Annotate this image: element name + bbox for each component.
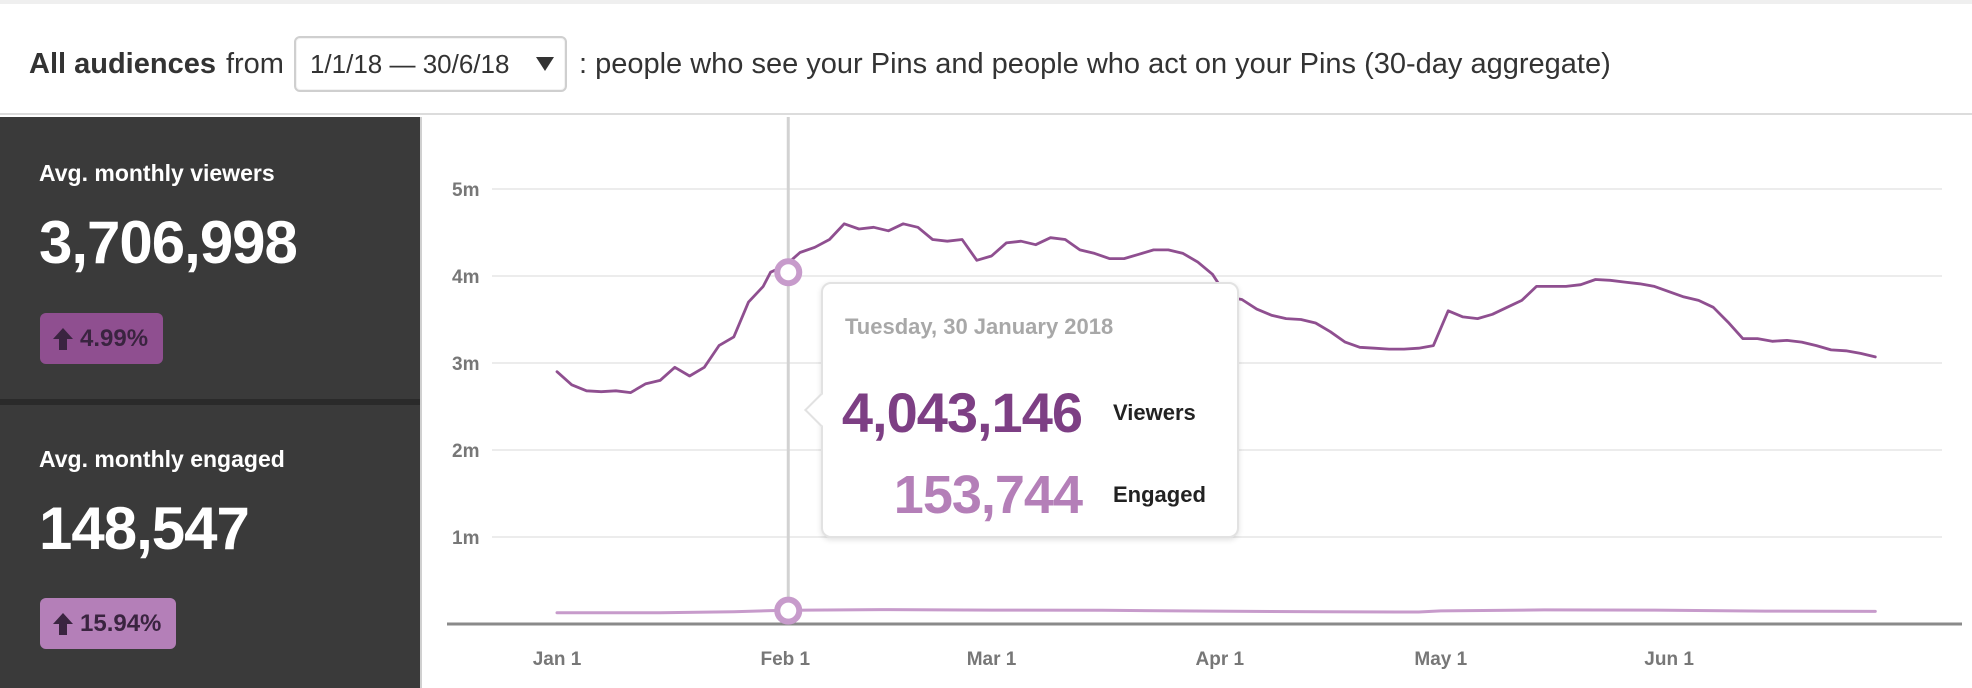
- audience-title: All audiences: [29, 47, 216, 80]
- x-tick-label: Apr 1: [1196, 649, 1245, 670]
- arrow-up-icon: [53, 612, 73, 635]
- y-tick-label: 4m: [452, 267, 479, 288]
- engaged-label: Avg. monthly engaged: [39, 446, 285, 472]
- tooltip-viewers-value: 4,043,146: [841, 381, 1083, 444]
- viewers-panel[interactable]: Avg. monthly viewers 3,706,998 4.99%: [0, 117, 420, 399]
- y-tick-label: 5m: [452, 180, 479, 201]
- engaged-hover-marker: [774, 596, 803, 625]
- viewers-change-value: 4.99%: [80, 324, 149, 352]
- viewers-label: Avg. monthly viewers: [39, 160, 275, 186]
- arrow-up-icon: [53, 327, 73, 350]
- tooltip-engaged-value: 153,744: [893, 465, 1083, 525]
- series-line-engaged: [555, 608, 1877, 615]
- x-tick-label: May 1: [1414, 649, 1467, 670]
- date-range-value: 1/1/18 — 30/6/18: [309, 48, 510, 79]
- y-tick-label: 1m: [452, 528, 479, 549]
- viewers-change-badge: 4.99%: [40, 313, 164, 364]
- chart-tooltip: Tuesday, 30 January 2018 4,043,146 Viewe…: [804, 282, 1239, 538]
- engaged-change-value: 15.94%: [80, 609, 162, 637]
- panel-divider: [0, 399, 420, 405]
- date-range-dropdown[interactable]: 1/1/18 — 30/6/18: [293, 36, 567, 92]
- series-line-viewers: [555, 222, 1877, 395]
- engaged-value: 148,547: [39, 495, 250, 562]
- y-tick-label: 3m: [452, 354, 479, 375]
- header-row: All audiences from 1/1/18 — 30/6/18 : pe…: [29, 34, 1611, 94]
- x-tick-label: Jan 1: [533, 649, 582, 670]
- engaged-panel[interactable]: Avg. monthly engaged 148,547 15.94%: [0, 405, 420, 688]
- from-label: from: [225, 47, 284, 80]
- x-tick-label: Jun 1: [1644, 649, 1694, 670]
- tooltip-date: Tuesday, 30 January 2018: [845, 314, 1114, 339]
- page-header: All audiences from 1/1/18 — 30/6/18 : pe…: [0, 4, 1972, 115]
- engaged-change-badge: 15.94%: [40, 598, 177, 649]
- x-tick-label: Feb 1: [761, 649, 811, 670]
- caret-down-icon: [535, 57, 554, 71]
- viewers-value: 3,706,998: [39, 209, 298, 276]
- metrics-sidebar: Avg. monthly viewers 3,706,998 4.99% Avg…: [0, 117, 420, 688]
- y-tick-label: 2m: [452, 441, 479, 462]
- x-tick-label: Mar 1: [967, 649, 1017, 670]
- tooltip-viewers-label: Viewers: [1113, 400, 1196, 425]
- viewers-hover-marker: [774, 258, 803, 287]
- header-description: : people who see your Pins and people wh…: [578, 47, 1611, 80]
- top-border: [0, 0, 1972, 4]
- tooltip-engaged-label: Engaged: [1113, 482, 1206, 507]
